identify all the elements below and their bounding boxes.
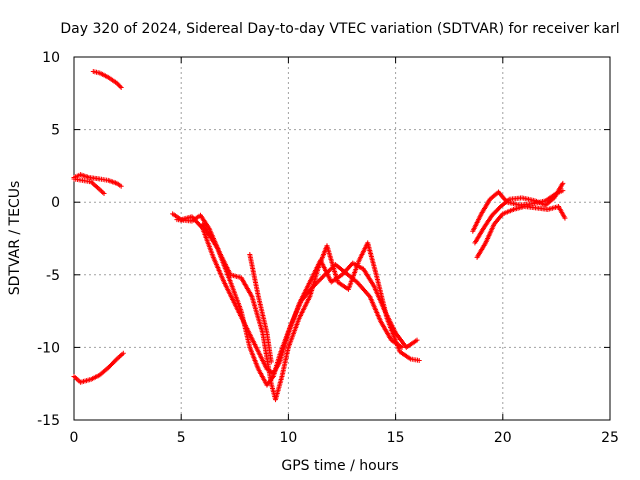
series-arc-d3: [200, 221, 405, 388]
chart-title: Day 320 of 2024, Sidereal Day-to-day VTE…: [60, 21, 619, 37]
plot-border: [73, 56, 611, 421]
y-tick-label: 0: [51, 195, 60, 211]
data-point: [318, 275, 324, 281]
data-point: [321, 273, 327, 279]
x-tick-label: 25: [601, 430, 619, 446]
y-tick-label: -5: [46, 268, 60, 284]
data-point: [268, 359, 274, 365]
x-tick-label: 10: [279, 430, 297, 446]
data-point: [120, 350, 126, 356]
plot-frame: [73, 56, 611, 421]
series-arc-b1: [71, 172, 124, 189]
series-arc-d4: [247, 251, 274, 365]
y-tick-label: -15: [37, 413, 60, 429]
x-tick-label: 20: [494, 430, 512, 446]
data-point: [414, 337, 420, 343]
series-arc-e2: [474, 204, 568, 260]
data-point: [118, 84, 124, 90]
data-point: [117, 83, 123, 89]
x-ticks: 0 5 10 15 20 25: [70, 57, 619, 446]
data-point: [317, 277, 323, 283]
data-point: [399, 344, 405, 350]
data-point: [118, 183, 124, 189]
x-axis-label: GPS time / hours: [281, 458, 398, 474]
y-tick-label: -10: [37, 340, 60, 356]
data-point: [320, 274, 326, 280]
data-point: [113, 357, 119, 363]
series-arc-e3: [472, 180, 566, 246]
data-point: [101, 190, 107, 196]
y-ticks: -15 -10 -5 0 5 10: [37, 50, 610, 429]
x-tick-label: 15: [387, 430, 405, 446]
series-arc-b2: [71, 176, 107, 196]
data-point: [560, 180, 566, 186]
data-point: [562, 215, 568, 221]
series-arc-a: [90, 69, 124, 90]
data-point: [416, 357, 422, 363]
data-series: [71, 69, 568, 403]
grid: [74, 57, 610, 420]
y-tick-label: 10: [42, 50, 60, 66]
series-arc-c: [71, 350, 126, 385]
y-tick-label: 5: [51, 123, 60, 139]
y-axis-label: SDTVAR / TECUs: [7, 181, 23, 296]
data-point: [316, 278, 322, 284]
x-tick-label: 5: [177, 430, 186, 446]
data-point: [560, 188, 566, 194]
x-tick-label: 0: [70, 430, 79, 446]
